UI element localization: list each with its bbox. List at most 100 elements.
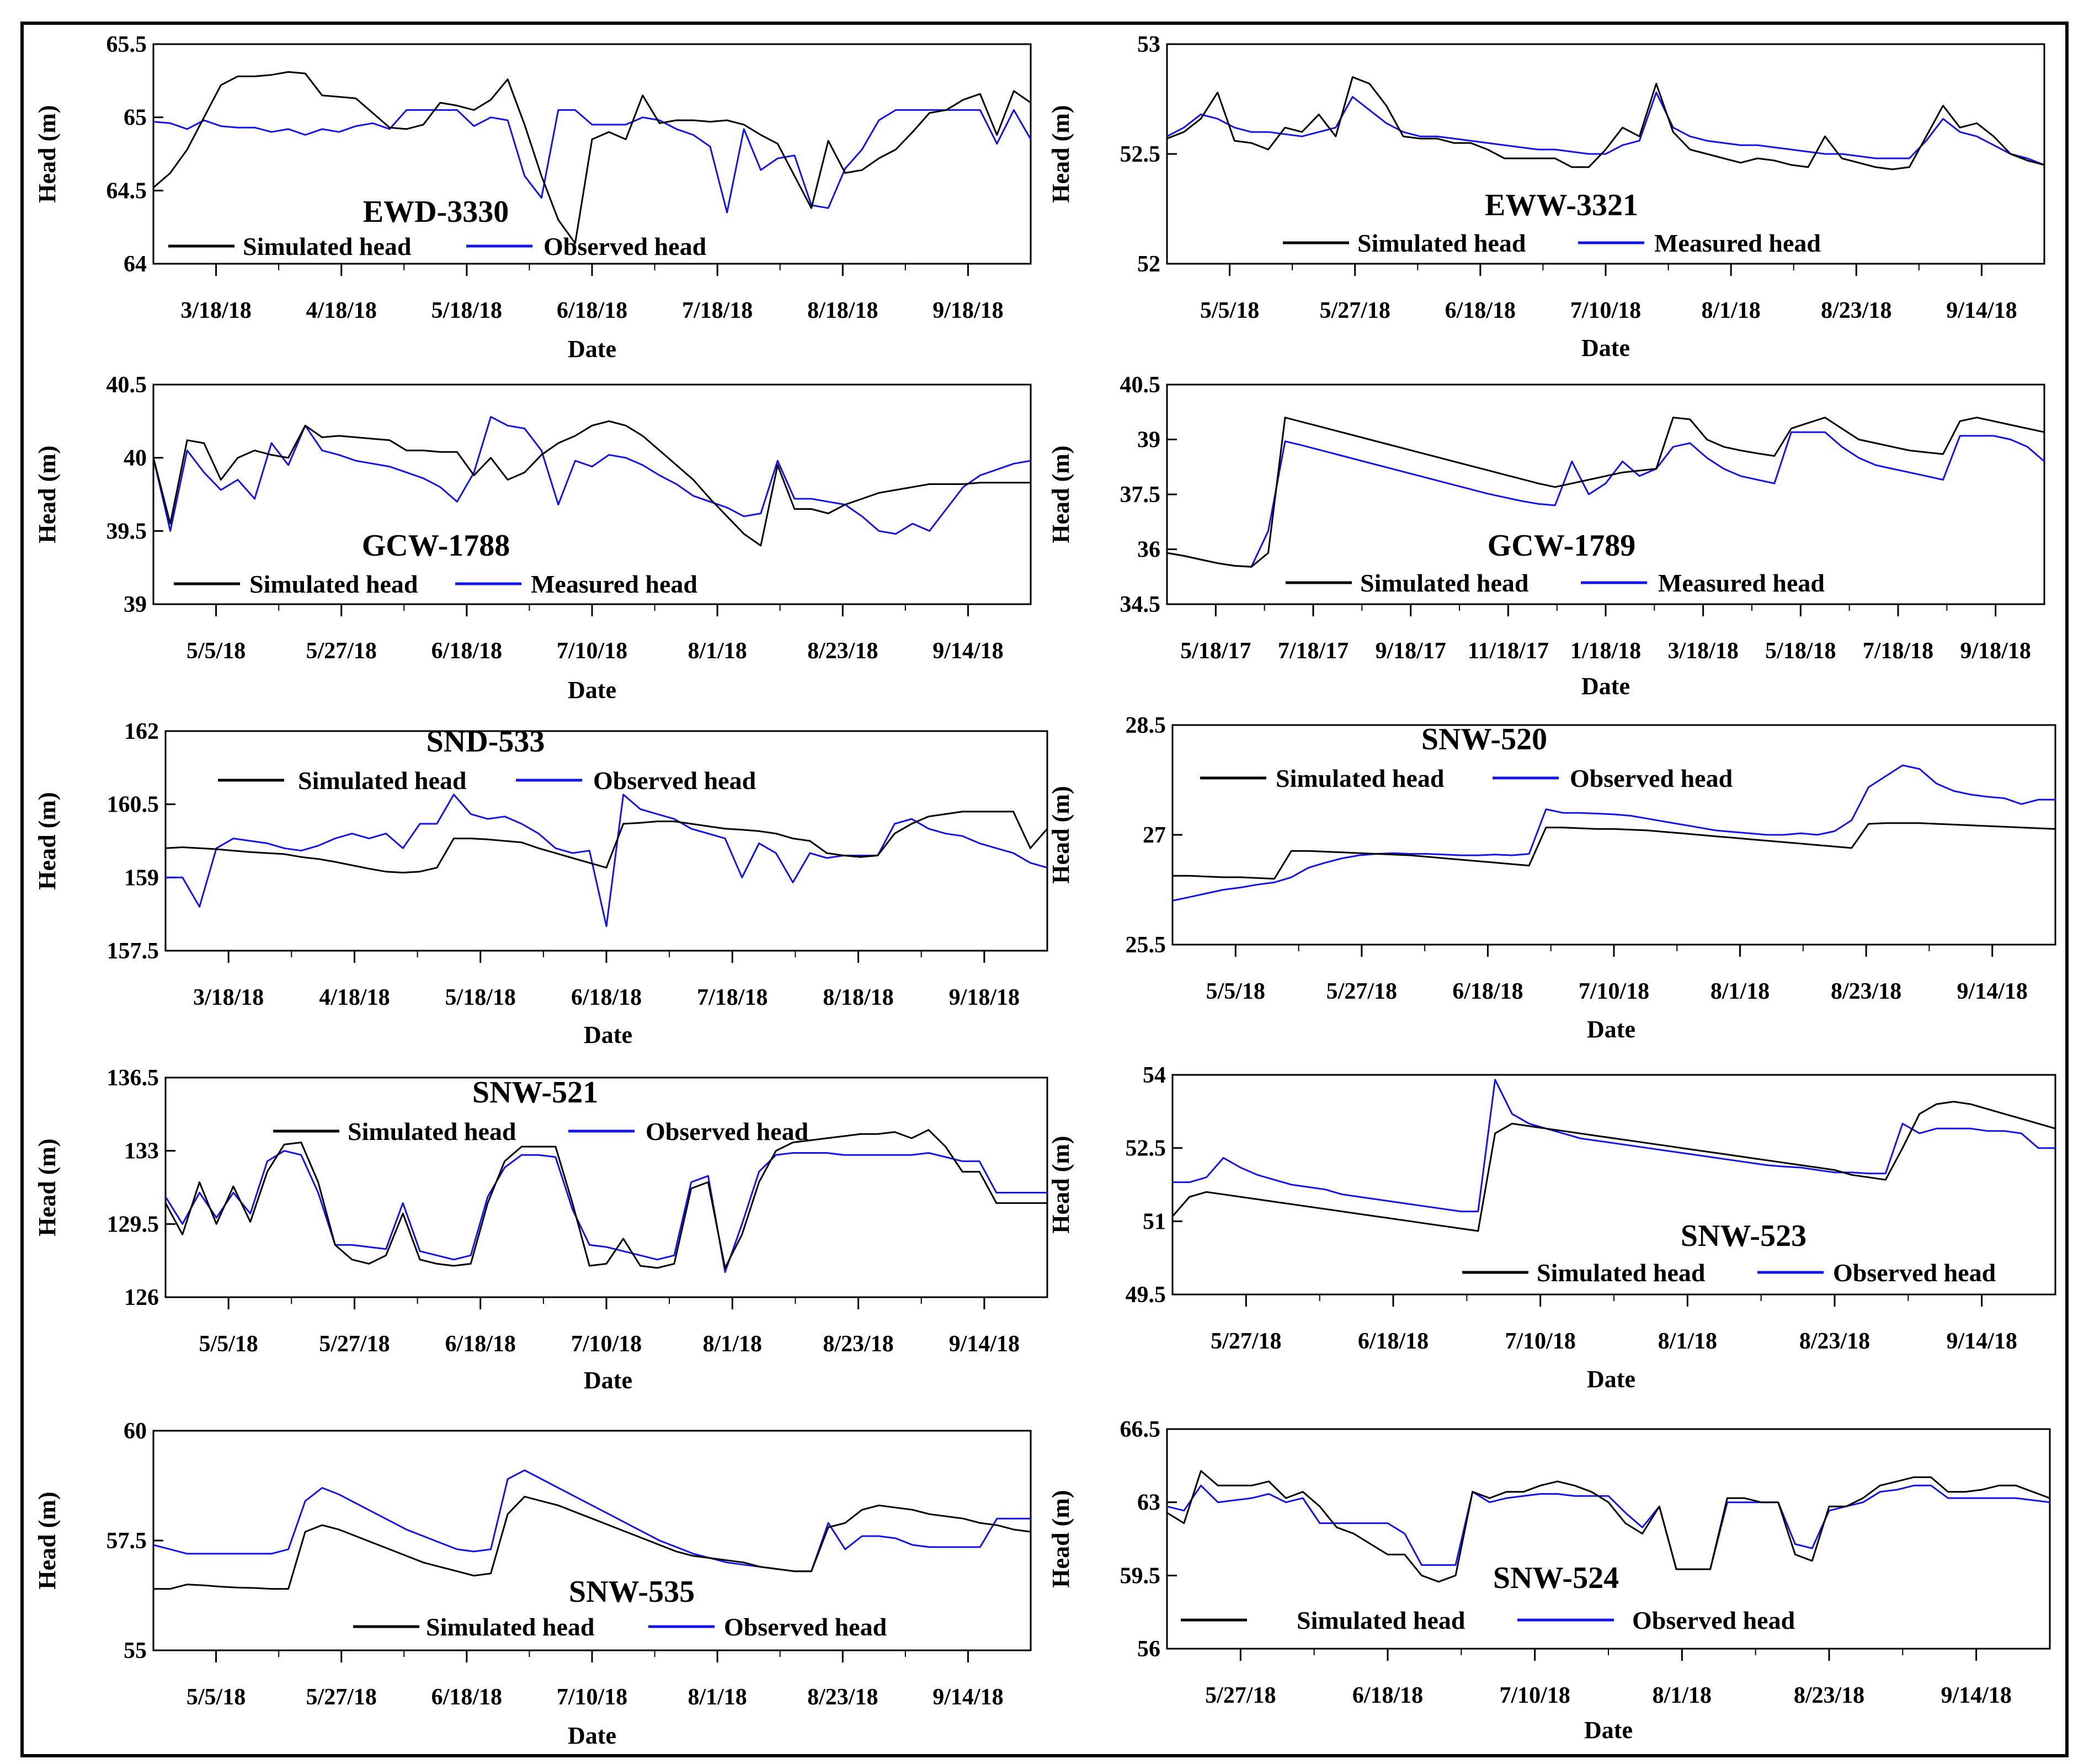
legend-label-simulated: Simulated head [1360,569,1529,597]
series-lines [1172,764,2056,902]
legend-label-observed: Observed head [1570,764,1733,792]
series-lines [153,71,1032,244]
x-tick-label: 5/18/18 [431,298,502,323]
y-tick-label: 25.5 [1126,932,1166,958]
y-tick-label: 65.5 [106,32,147,57]
y-axis-label: Head (m) [1047,445,1074,543]
x-tick-label: 5/27/18 [306,638,377,664]
x-tick-label: 8/1/18 [688,1685,747,1710]
x-tick-label: 9/14/18 [1957,979,2028,1004]
x-tick-label: 7/18/17 [1278,638,1349,664]
y-axis-label: Head (m) [1047,1490,1074,1587]
x-axis-label: Date [584,1021,632,1048]
legend-label-simulated: Simulated head [243,232,412,260]
series-lines [1166,76,2045,170]
series-line-simulated [165,811,1048,873]
series-lines [164,1129,1047,1273]
series-line-simulated [1171,1101,2056,1232]
x-axis: 3/18/18 4/18/18 5/18/18 6/18/18 7/18/18 8/18/… [180,264,1004,323]
x-tick-label: 8/23/18 [807,638,878,664]
y-axis-label: Head (m) [34,445,61,543]
chart-title: SND-533 [427,724,545,759]
legend-label-observed: Observed head [1833,1259,1996,1287]
series-line-simulated [153,1495,1031,1590]
legend-label-observed: Measured head [1654,229,1821,257]
y-tick-label: 52 [1137,252,1160,277]
x-axis: 5/5/18 5/27/18 6/18/18 7/10/18 8/1/18 8/23/18… [186,604,1004,664]
x-tick-label: 9/14/18 [1946,298,2017,323]
x-tick-label: 6/18/18 [1445,298,1516,323]
y-tick-label: 157.5 [107,939,159,964]
y-tick-label: 52.5 [1126,1136,1166,1161]
x-tick-label: 9/14/18 [1941,1683,2011,1708]
series-lines [165,793,1048,928]
x-axis-label: Date [1587,1016,1635,1043]
x-tick-label: 4/18/18 [306,298,377,323]
series-line-observed [153,1469,1031,1573]
x-tick-label: 6/18/18 [445,1331,516,1357]
y-tick-label: 27 [1143,823,1166,848]
x-tick-label: 8/1/18 [703,1331,762,1357]
x-tick-label: 9/18/17 [1375,638,1446,664]
x-tick-label: 7/10/18 [557,1685,627,1710]
series-line-observed [153,109,1032,214]
x-tick-label: 8/18/18 [807,298,878,323]
y-tick-label: 52.5 [1120,142,1161,167]
x-tick-label: 7/10/18 [1579,979,1649,1004]
y-tick-label: 54 [1143,1063,1166,1088]
x-tick-label: 5/18/18 [1765,638,1836,664]
x-tick-label: 8/23/18 [823,1331,893,1357]
x-tick-label: 9/14/18 [949,1331,1020,1357]
y-tick-label: 36 [1137,537,1160,563]
y-tick-label: 56 [1137,1637,1160,1662]
plot-frame [152,43,1032,265]
x-tick-label: 7/10/18 [1570,298,1641,323]
y-tick-label: 57.5 [106,1528,147,1554]
x-axis-label: Date [1581,334,1630,361]
legend-label-simulated: Simulated head [1276,764,1445,792]
panel-eww-3321: 5/5/18 5/27/18 6/18/18 7/10/18 8/1/18 8/23/18… [1047,32,2045,361]
y-tick-label: 28.5 [1126,713,1166,738]
x-axis-label: Date [1581,673,1630,700]
chart-title: SNW-535 [569,1575,695,1609]
legend-label-simulated: Simulated head [298,766,467,795]
legend-label-observed: Observed head [724,1613,887,1641]
series-lines [153,1469,1031,1590]
y-tick-label: 160.5 [107,792,159,818]
panel-snw-535: 5/5/18 5/27/18 6/18/18 7/10/18 8/1/18 8/23/18… [34,1419,1032,1749]
series-line-observed [1173,1079,2055,1213]
x-tick-label: 7/18/18 [1863,638,1933,664]
x-tick-label: 5/27/18 [1320,298,1390,323]
panel-ewd-3330: 3/18/18 4/18/18 5/18/18 6/18/18 7/18/18 8/18/… [34,32,1032,363]
legend-label-observed: Observed head [646,1117,809,1145]
y-tick-label: 37.5 [1120,482,1161,508]
y-axis: 54 52.5 51 49.5 [1126,1063,1182,1308]
y-axis-label: Head (m) [1047,105,1074,202]
y-tick-label: 40.5 [1120,372,1161,398]
series-line-simulated [152,420,1031,547]
x-tick-label: 11/18/17 [1468,638,1549,664]
x-tick-label: 7/10/18 [571,1331,642,1357]
y-tick-label: 40.5 [106,372,147,398]
x-tick-label: 7/18/18 [682,298,753,323]
x-tick-label: 3/18/18 [1667,638,1738,664]
y-tick-label: 51 [1143,1209,1166,1234]
x-tick-label: 7/18/18 [697,985,768,1010]
x-tick-label: 8/1/18 [688,638,747,664]
x-tick-label: 6/18/18 [1452,979,1523,1004]
series-line-simulated [164,1129,1047,1269]
x-tick-label: 5/5/18 [1200,298,1259,323]
x-tick-label: 9/18/18 [932,298,1003,323]
x-tick-label: 1/18/18 [1570,638,1641,664]
x-axis-label: Date [1584,1717,1633,1744]
x-axis: 5/27/18 6/18/18 7/10/18 8/1/18 8/23/18 9/14/1… [1205,1649,2012,1708]
x-tick-label: 8/23/18 [1821,298,1891,323]
y-axis: 40.5 40 39.5 39 [106,372,163,617]
y-tick-label: 129.5 [107,1212,159,1237]
y-axis: 53 52.5 52 [1120,32,1177,277]
series-line-observed [166,793,1048,928]
x-axis-label: Date [584,1367,632,1394]
x-tick-label: 9/14/18 [932,1685,1003,1710]
series-line-observed [1166,431,2045,568]
y-tick-label: 66.5 [1120,1417,1161,1442]
